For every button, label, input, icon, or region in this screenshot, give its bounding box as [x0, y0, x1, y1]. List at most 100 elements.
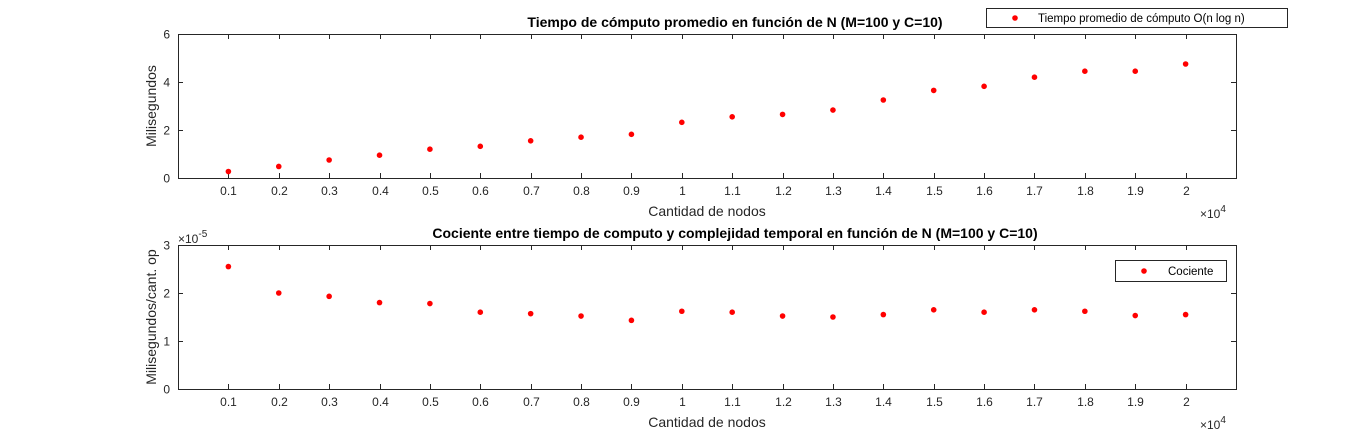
y-tick-label: 2 — [163, 287, 170, 301]
axes-box — [178, 34, 1237, 179]
data-point — [779, 111, 786, 118]
y-tick-label: 3 — [163, 239, 170, 253]
x-tick-label: 2 — [1183, 395, 1190, 409]
data-point — [729, 309, 735, 316]
x-tick-label: 1.1 — [724, 184, 741, 198]
data-point — [275, 163, 282, 170]
data-point — [779, 313, 786, 319]
x-tick-label: 1.8 — [1077, 184, 1094, 198]
data-point — [1182, 61, 1189, 67]
data-point — [427, 146, 433, 152]
y-tick-label: 0 — [163, 172, 170, 186]
y-exponent-label: ×10-5 — [178, 229, 208, 246]
data-point — [679, 308, 685, 315]
chart-panel-2: 0.1 0.2 0.3 0.4 0.5 0.6 0.7 0.8 0.9 1 1.1 1.2 1.3 1.4… — [143, 225, 1237, 432]
x-tick-label: 0.6 — [472, 395, 489, 409]
x-tick-label: 1.2 — [775, 184, 792, 198]
x-tick-label: 0.1 — [220, 184, 237, 198]
x-tick-label: 1.2 — [775, 395, 792, 409]
x-tick-label: 1.4 — [875, 395, 892, 409]
data-point — [225, 263, 232, 270]
x-tick-label: 1.3 — [825, 395, 842, 409]
x-tick-label: 0.8 — [573, 395, 590, 409]
x-exponent-base: ×10 — [1200, 418, 1221, 432]
legend-box — [1115, 260, 1227, 282]
chart-panel-1: 0.1 0.2 0.3 0.4 0.5 0.6 0.7 0.8 0.9 1 1.1 1.2 1.3 1.4… — [143, 8, 1288, 221]
legend-marker — [1141, 268, 1147, 274]
x-tick-label: 1 — [679, 395, 686, 409]
x-tick-label: 0.1 — [220, 395, 237, 409]
y-exponent-power: -5 — [198, 229, 207, 240]
data-point — [1082, 308, 1088, 315]
y-exponent-base: ×10 — [178, 232, 199, 246]
x-axis-label: Cantidad de nodos — [648, 203, 766, 219]
data-point — [1031, 307, 1038, 313]
x-tick-label: 1.3 — [825, 184, 842, 198]
x-tick-label: 1.8 — [1077, 395, 1094, 409]
x-tick-label: 0.5 — [422, 184, 439, 198]
data-point — [578, 313, 584, 319]
legend-label: Tiempo promedio de cómputo O(n log n) — [1038, 13, 1245, 25]
x-tick-label: 1.6 — [976, 184, 993, 198]
x-exponent-label: ×104 — [1200, 204, 1226, 221]
data-point — [1132, 312, 1139, 319]
x-tick-label: 1.1 — [724, 395, 741, 409]
legend-marker — [1012, 15, 1018, 21]
data-point — [578, 134, 584, 140]
y-axis-label: Milisegundos/cant. op — [143, 249, 159, 385]
legend-label: Cociente — [1168, 266, 1213, 278]
x-exponent-power: 4 — [1220, 204, 1226, 215]
data-point — [1182, 311, 1189, 318]
data-point — [326, 157, 332, 163]
data-point — [1031, 74, 1038, 80]
data-point — [628, 317, 635, 324]
x-tick-label: 0.2 — [271, 184, 288, 198]
legend: Tiempo promedio de cómputo O(n log n) — [986, 8, 1288, 28]
x-tick-label: 1.9 — [1127, 395, 1144, 409]
x-tick-label: 0.8 — [573, 184, 590, 198]
data-point — [275, 290, 282, 296]
data-point — [930, 307, 937, 313]
data-point — [477, 143, 484, 150]
axes-box — [178, 245, 1237, 390]
x-exponent-label: ×104 — [1200, 415, 1226, 432]
x-exponent-base: ×10 — [1200, 207, 1221, 221]
y-tick-label: 6 — [163, 28, 170, 42]
y-tick-label: 1 — [163, 335, 170, 349]
x-tick-label: 1.9 — [1127, 184, 1144, 198]
data-point — [1082, 68, 1088, 74]
data-point — [830, 107, 836, 113]
chart-title: Tiempo de cómputo promedio en función de… — [527, 14, 942, 30]
x-tick-label: 0.7 — [523, 184, 540, 198]
data-point — [427, 300, 433, 307]
data-point — [376, 299, 383, 306]
x-tick-label: 0.4 — [372, 184, 389, 198]
x-tick-label: 0.3 — [321, 184, 338, 198]
legend-box — [986, 8, 1288, 28]
x-tick-label: 0.6 — [472, 184, 489, 198]
data-point — [477, 309, 484, 316]
data-point — [225, 168, 232, 175]
data-point — [527, 310, 534, 317]
x-tick-label: 0.4 — [372, 395, 389, 409]
x-axis-label: Cantidad de nodos — [648, 414, 766, 430]
data-point — [1132, 68, 1139, 74]
data-point — [880, 311, 887, 318]
y-axis-label: Milisegundos — [143, 65, 159, 147]
data-point — [326, 293, 332, 300]
data-point — [880, 97, 887, 103]
data-point — [830, 314, 836, 320]
x-tick-label: 0.3 — [321, 395, 338, 409]
x-tick-label: 1.5 — [926, 395, 943, 409]
data-point — [628, 131, 635, 138]
x-tick-label: 0.7 — [523, 395, 540, 409]
data-point — [981, 309, 987, 316]
legend: Cociente — [1115, 260, 1227, 282]
x-tick-label: 0.5 — [422, 395, 439, 409]
y-tick-label: 2 — [163, 124, 170, 138]
x-tick-label: 1 — [679, 184, 686, 198]
x-tick-label: 1.6 — [976, 395, 993, 409]
x-tick-label: 0.2 — [271, 395, 288, 409]
y-tick-label: 0 — [163, 383, 170, 397]
